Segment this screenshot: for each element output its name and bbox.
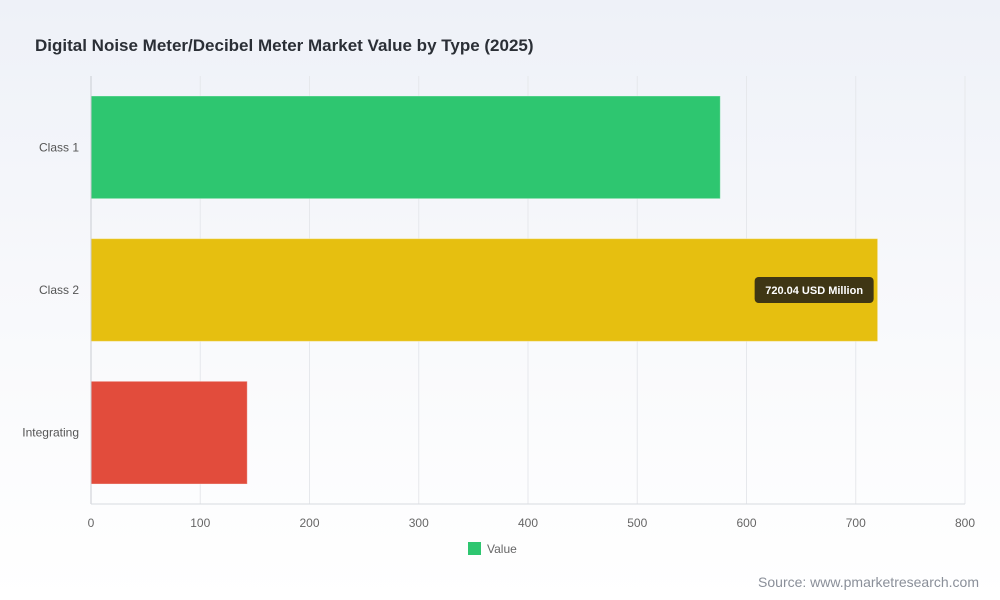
legend-swatch[interactable]	[468, 542, 481, 555]
x-tick-label: 200	[299, 516, 319, 530]
category-labels: Class 1 Class 2 Integrating	[22, 140, 79, 439]
x-tick-label: 300	[409, 516, 429, 530]
x-tick-label: 0	[88, 516, 95, 530]
x-tick-label: 400	[518, 516, 538, 530]
legend-label[interactable]: Value	[487, 542, 517, 556]
tooltip-box	[754, 277, 874, 303]
x-tick-label: 600	[736, 516, 756, 530]
x-tick-label: 800	[955, 516, 975, 530]
x-tick-label: 700	[846, 516, 866, 530]
category-label: Class 1	[39, 140, 79, 154]
category-label: Integrating	[22, 426, 79, 440]
bar-class-1[interactable]	[90, 95, 721, 200]
source-note: Source: www.pmarketresearch.com	[758, 574, 979, 590]
legend: Value	[468, 542, 517, 556]
x-tick-labels: 0 100 200 300 400 500 600 700 800	[88, 516, 976, 530]
x-tick-label: 100	[190, 516, 210, 530]
chart-title: Digital Noise Meter/Decibel Meter Market…	[35, 36, 534, 55]
tooltip-text: 720.04 USD Million	[765, 285, 863, 297]
bar-integrating[interactable]	[90, 380, 248, 485]
axes	[90, 76, 965, 505]
bar-class-2[interactable]	[90, 238, 879, 342]
tooltip: 720.04 USD Million	[754, 277, 874, 303]
bars	[90, 95, 879, 485]
x-tick-label: 500	[627, 516, 647, 530]
category-label: Class 2	[39, 283, 79, 297]
